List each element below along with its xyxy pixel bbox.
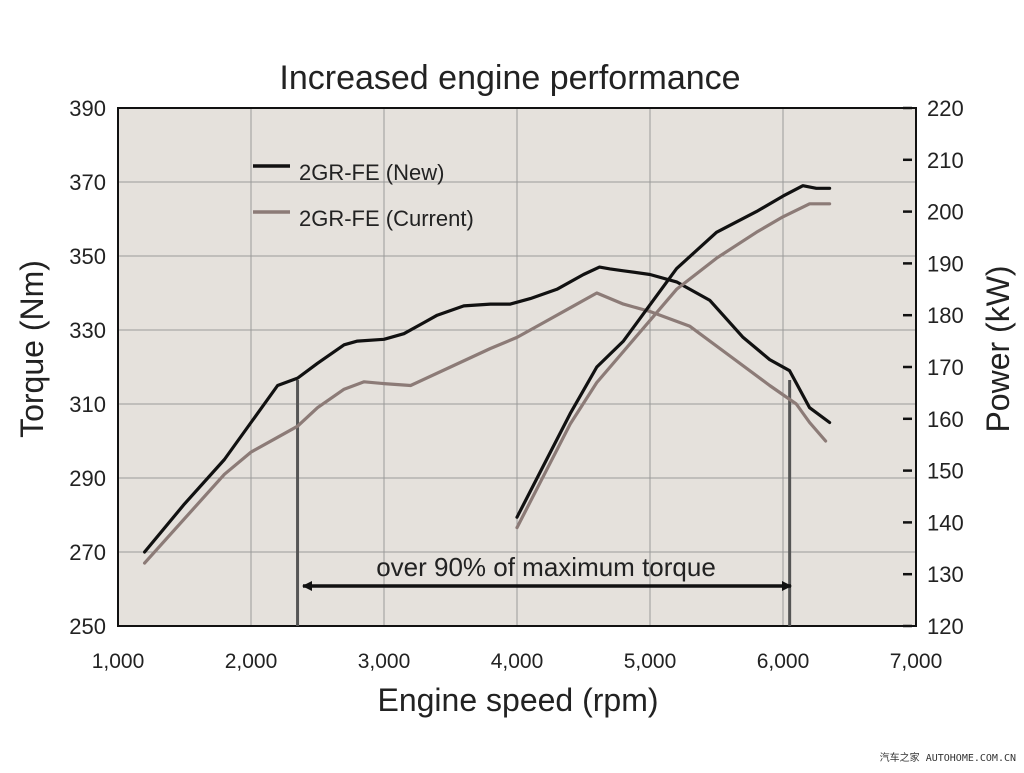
y-right-tick-label: 210 xyxy=(927,148,964,173)
y-right-tick-label: 200 xyxy=(927,200,964,225)
y-left-tick-label: 370 xyxy=(69,170,106,195)
watermark: 汽车之家 AUTOHOME.COM.CN xyxy=(879,753,1016,764)
series-line xyxy=(515,202,832,530)
chart-title: Increased engine performance xyxy=(279,59,740,97)
y-left-tick-label: 350 xyxy=(69,244,106,269)
x-tick-labels: 1,000 2,000 3,000 4,000 5,000 6,000 7,000 xyxy=(92,650,943,673)
x-tick-label: 1,000 xyxy=(92,650,145,673)
y-right-tick-label: 150 xyxy=(927,459,964,484)
x-tick-label: 5,000 xyxy=(624,650,677,673)
y-left-tick-label: 270 xyxy=(69,540,106,565)
y-left-axis-label: Torque (Nm) xyxy=(14,260,50,438)
series-line xyxy=(143,291,828,565)
series-line xyxy=(143,265,832,554)
x-tick-label: 3,000 xyxy=(358,650,411,673)
y-right-tick-label: 220 xyxy=(927,96,964,121)
y-left-tick-label: 390 xyxy=(69,96,106,121)
legend-label-current: 2GR-FE (Current) xyxy=(299,206,474,231)
y-left-tick-label: 290 xyxy=(69,466,106,491)
y-right-tick-label: 130 xyxy=(927,562,964,587)
x-tick-label: 6,000 xyxy=(757,650,810,673)
y-right-tick-label: 140 xyxy=(927,510,964,535)
x-axis-label: Engine speed (rpm) xyxy=(377,682,658,718)
grid-lines xyxy=(118,108,916,626)
legend-label-new: 2GR-FE (New) xyxy=(299,160,444,185)
series-lines xyxy=(143,184,832,565)
y-left-tick-label: 330 xyxy=(69,318,106,343)
legend: 2GR-FE (New) 2GR-FE (Current) xyxy=(253,160,474,231)
y-left-tick-label: 250 xyxy=(69,614,106,639)
y-left-tick-label: 310 xyxy=(69,392,106,417)
range-annotation: over 90% of maximum torque xyxy=(376,552,716,582)
plot-frame xyxy=(117,107,917,627)
series-line xyxy=(515,184,832,519)
y-right-tick-label: 180 xyxy=(927,303,964,328)
x-tick-label: 4,000 xyxy=(491,650,544,673)
x-tick-label: 2,000 xyxy=(225,650,278,673)
y-right-tick-labels: 120 130 140 150 160 170 180 190 200 210 220 xyxy=(903,96,964,639)
y-right-tick-label: 160 xyxy=(927,407,964,432)
x-tick-label: 7,000 xyxy=(890,650,943,673)
y-right-axis-label: Power (kW) xyxy=(980,265,1016,432)
y-left-tick-labels: 250 270 290 310 330 350 370 390 xyxy=(69,96,106,639)
y-right-tick-label: 190 xyxy=(927,251,964,276)
y-right-tick-label: 170 xyxy=(927,355,964,380)
y-right-tick-label: 120 xyxy=(927,614,964,639)
